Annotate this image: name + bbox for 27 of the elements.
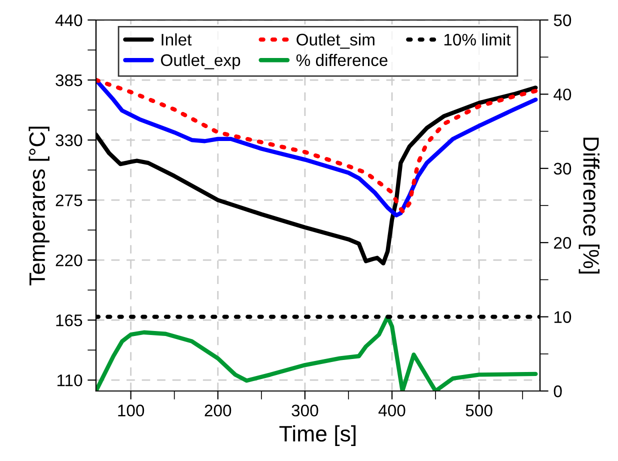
legend-label: 10% limit — [444, 33, 511, 46]
y-tick-label: 275 — [56, 194, 82, 206]
y2-tick-label: 40 — [554, 88, 572, 100]
x-tick-label: 400 — [378, 404, 406, 416]
legend-label: Outlet_sim — [296, 33, 374, 49]
y2-axis-title: Difference [%] — [578, 138, 600, 274]
y2-tick-label: 50 — [554, 14, 572, 26]
x-tick-label: 200 — [204, 404, 232, 416]
y-tick-label: 165 — [56, 314, 82, 326]
legend-label: % difference — [296, 54, 388, 66]
y2-tick-label: 0 — [554, 385, 562, 398]
y-tick-label: 440 — [55, 14, 82, 26]
y-tick-label: 385 — [56, 74, 82, 86]
y-tick-label: 110 — [58, 374, 82, 386]
x-axis-title: Time [s] — [279, 425, 356, 446]
y-tick-label: 330 — [56, 134, 82, 146]
legend-label: Inlet — [162, 33, 192, 46]
y2-tick-label: 30 — [554, 162, 572, 175]
y2-tick-label: 10 — [554, 311, 572, 324]
legend-label: Outlet_exp — [161, 54, 240, 70]
line-series — [96, 314, 538, 391]
y-tick-label: 220 — [56, 254, 82, 266]
x-tick-label: 300 — [292, 404, 318, 416]
y2-tick-label: 20 — [554, 237, 572, 249]
x-tick-label: 500 — [466, 404, 492, 416]
x-tick-label: 100 — [118, 404, 144, 416]
y-axis-title: Temperares [°C] — [28, 126, 50, 286]
